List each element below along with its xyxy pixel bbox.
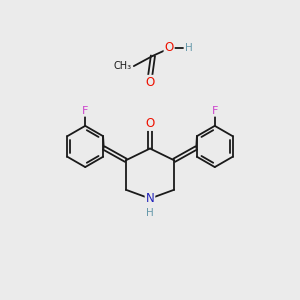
- Text: O: O: [164, 41, 174, 54]
- Text: O: O: [146, 117, 154, 130]
- Text: H: H: [185, 44, 193, 53]
- Text: CH₃: CH₃: [113, 61, 131, 71]
- Text: F: F: [82, 106, 88, 116]
- Text: H: H: [146, 208, 154, 218]
- Text: N: N: [146, 192, 154, 205]
- Text: F: F: [212, 106, 218, 116]
- Text: O: O: [146, 76, 154, 89]
